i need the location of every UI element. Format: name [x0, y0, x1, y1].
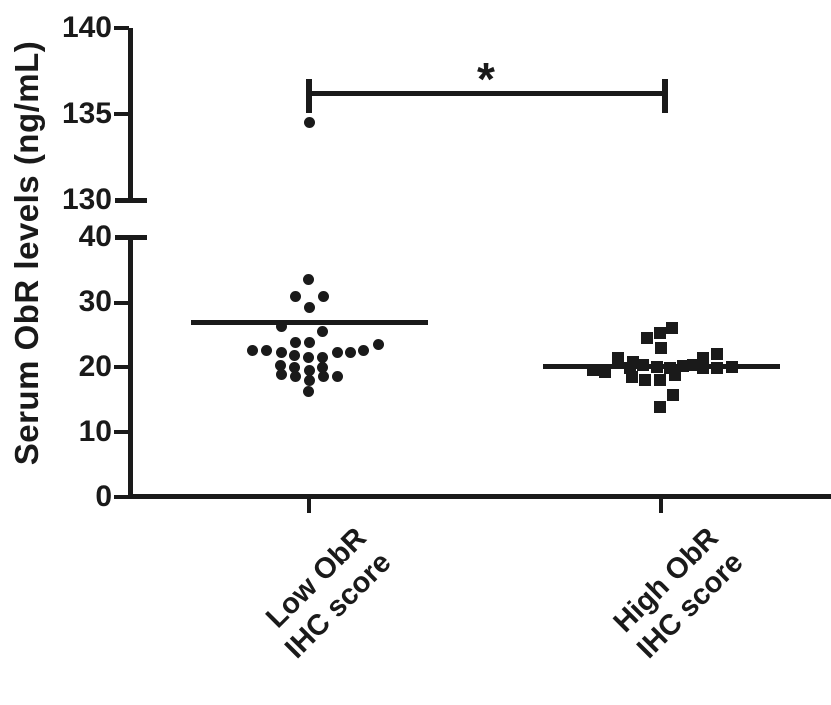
data-point-circle: [302, 274, 314, 286]
y-tick-label-135: 135: [61, 97, 112, 130]
data-point-square: [612, 351, 624, 364]
y-axis-lower-segment: [128, 237, 133, 499]
data-point-circle: [316, 361, 328, 373]
x-axis-line: [128, 494, 831, 499]
y-tick-30: [114, 301, 129, 305]
data-point-circle: [275, 369, 287, 381]
data-point-circle: [288, 361, 300, 373]
data-point-square: [654, 401, 666, 414]
axis-break-cap-upper: [115, 198, 147, 203]
data-point-square: [599, 366, 611, 379]
data-point-circle: [316, 325, 328, 337]
data-point-circle: [289, 336, 301, 348]
y-tick-20: [114, 365, 129, 369]
y-tick-label-20: 20: [78, 350, 112, 383]
x-label-low-obr: Low ObR IHC score: [253, 521, 398, 666]
data-point-circle: [302, 386, 314, 398]
y-axis-upper-segment: [128, 28, 133, 202]
data-point-circle: [288, 350, 300, 362]
data-point-square: [641, 331, 653, 344]
data-point-square: [667, 388, 679, 401]
x-tick-low-group: [307, 497, 311, 513]
y-tick-label-10: 10: [78, 415, 112, 448]
data-point-square: [651, 361, 663, 373]
significance-bar: [307, 91, 668, 96]
data-point-square: [697, 362, 709, 375]
data-point-circle: [289, 291, 301, 303]
y-tick-label-140: 140: [61, 11, 112, 44]
data-point-circle: [246, 345, 258, 357]
data-point-square: [697, 351, 709, 364]
data-point-circle: [317, 371, 329, 383]
data-point-square: [669, 368, 681, 381]
data-point-square: [626, 370, 638, 383]
data-point-circle: [275, 321, 287, 333]
significance-cap-right: [662, 79, 668, 113]
data-point-circle: [302, 351, 314, 363]
data-point-square: [587, 364, 599, 377]
data-point-square: [666, 322, 678, 334]
data-point-square: [654, 327, 666, 340]
data-point-circle: [303, 374, 315, 386]
data-point-circle: [303, 302, 315, 314]
data-point-circle: [331, 371, 343, 383]
x-label-high-obr: High ObR IHC score: [605, 521, 750, 666]
data-point-square: [711, 348, 723, 360]
data-point-circle: [275, 347, 287, 359]
data-point-circle: [316, 352, 328, 364]
data-point-circle: [357, 345, 369, 357]
data-point-square: [711, 362, 723, 375]
data-point-circle: [274, 360, 286, 372]
data-point-square: [655, 342, 667, 355]
data-point-circle: [372, 339, 384, 351]
data-point-circle: [303, 336, 315, 348]
y-tick-label-30: 30: [78, 285, 112, 318]
data-point-circle: [303, 117, 315, 129]
data-point-square: [637, 359, 649, 372]
y-tick-135: [114, 112, 129, 116]
data-point-circle: [317, 291, 329, 303]
data-point-square: [726, 361, 738, 373]
mean-line-low: [191, 320, 428, 326]
data-point-circle: [344, 347, 356, 359]
data-point-circle: [289, 370, 301, 382]
data-point-circle: [260, 344, 272, 356]
y-tick-label-130: 130: [61, 183, 112, 216]
y-tick-140: [114, 26, 129, 30]
data-point-square: [639, 374, 651, 386]
data-point-square: [687, 359, 699, 372]
significance-asterisk: *: [477, 53, 495, 105]
data-point-square: [654, 374, 666, 386]
data-point-circle: [331, 347, 343, 359]
x-tick-high-group: [659, 497, 663, 513]
data-point-circle: [303, 364, 315, 376]
y-tick-label-0: 0: [95, 480, 112, 513]
y-tick-10: [114, 430, 129, 434]
significance-cap-left: [306, 79, 312, 113]
y-tick-label-40: 40: [78, 220, 112, 253]
y-tick-0: [114, 495, 129, 499]
